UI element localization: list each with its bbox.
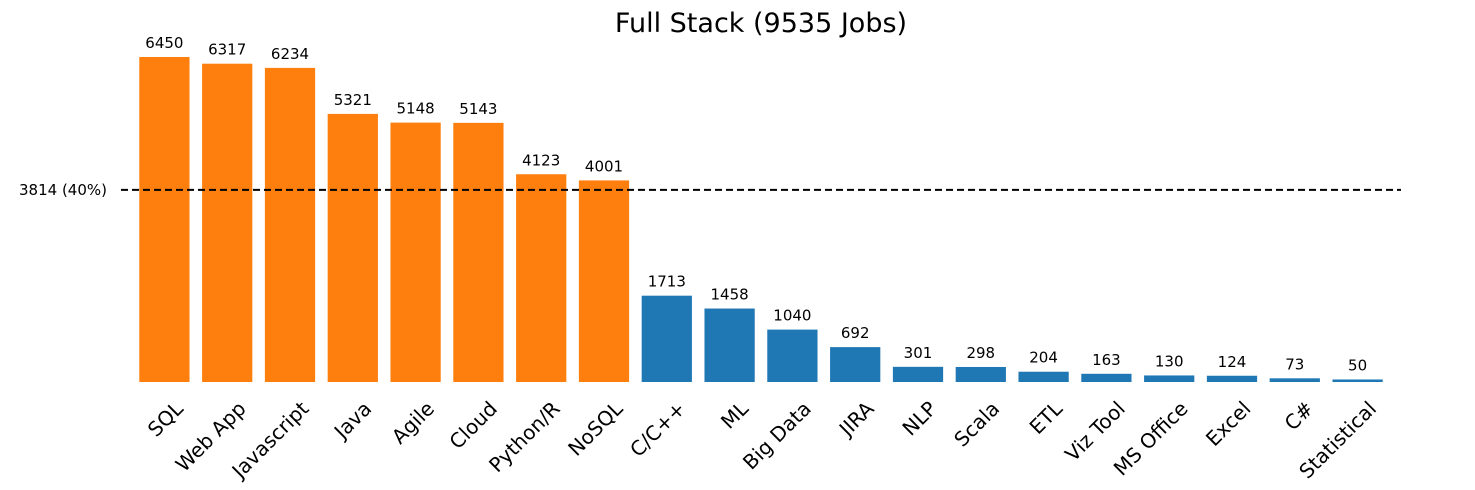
bar-javascript xyxy=(265,68,315,382)
bar-value-label: 130 xyxy=(1155,352,1184,370)
bar-web-app xyxy=(202,64,252,382)
x-tick-label: Agile xyxy=(387,396,439,448)
bar-ml xyxy=(704,309,754,382)
x-tick-label: JIRA xyxy=(833,396,879,442)
bar-value-label: 1713 xyxy=(648,273,686,291)
threshold-label: 3814 (40%) xyxy=(19,181,107,199)
bar-value-label: 5148 xyxy=(397,100,435,118)
bar-agile xyxy=(390,123,440,382)
bar-value-label: 73 xyxy=(1285,355,1304,373)
bar-cloud xyxy=(453,123,503,382)
x-tick-label: Java xyxy=(328,396,376,444)
bar-value-label: 204 xyxy=(1029,349,1058,367)
bar-value-label: 50 xyxy=(1348,356,1367,374)
bar-value-label: 1040 xyxy=(773,307,811,325)
x-tick-label: ETL xyxy=(1025,396,1068,439)
bar-value-label: 6234 xyxy=(271,45,309,63)
bar-big-data xyxy=(767,330,817,382)
bar-jira xyxy=(830,347,880,382)
bar-value-label: 163 xyxy=(1092,351,1121,369)
x-tick-label: Big Data xyxy=(738,396,816,474)
bar-python-r xyxy=(516,174,566,382)
bar-value-label: 692 xyxy=(841,324,870,342)
x-tick-label: SQL xyxy=(143,396,189,442)
bar-nlp xyxy=(893,367,943,382)
bar-value-label: 298 xyxy=(966,344,995,362)
bars-group xyxy=(139,57,1382,382)
x-tick-label: Excel xyxy=(1201,396,1255,450)
bar-c-c- xyxy=(642,296,692,382)
bar-value-label: 6450 xyxy=(145,34,183,52)
chart-title: Full Stack (9535 Jobs) xyxy=(615,8,907,39)
bar-value-label: 4001 xyxy=(585,157,623,175)
bar-value-label: 124 xyxy=(1218,353,1247,371)
x-tick-label: ML xyxy=(716,396,754,434)
bar-value-label: 5143 xyxy=(459,100,497,118)
x-tick-label: NoSQL xyxy=(563,396,628,461)
x-tick-label: C/C++ xyxy=(625,396,690,461)
bar-value-label: 6317 xyxy=(208,41,246,59)
bar-scala xyxy=(956,367,1006,382)
bar-value-label: 301 xyxy=(904,344,933,362)
bar-sql xyxy=(139,57,189,382)
bar-value-label: 5321 xyxy=(334,91,372,109)
bar-java xyxy=(328,114,378,382)
bar-value-label: 1458 xyxy=(711,286,749,304)
bar-c- xyxy=(1270,378,1320,382)
bar-viz-tool xyxy=(1081,374,1131,382)
x-tick-label: Cloud xyxy=(444,396,501,453)
x-tick-label: NLP xyxy=(897,396,941,440)
bar-value-label: 4123 xyxy=(522,151,560,169)
bar-etl xyxy=(1018,372,1068,382)
bar-excel xyxy=(1207,376,1257,382)
x-tick-label: C# xyxy=(1280,396,1319,435)
bar-ms-office xyxy=(1144,375,1194,382)
x-tick-label: Scala xyxy=(949,396,1004,451)
bar-statistical xyxy=(1332,379,1382,382)
bar-nosql xyxy=(579,180,629,382)
